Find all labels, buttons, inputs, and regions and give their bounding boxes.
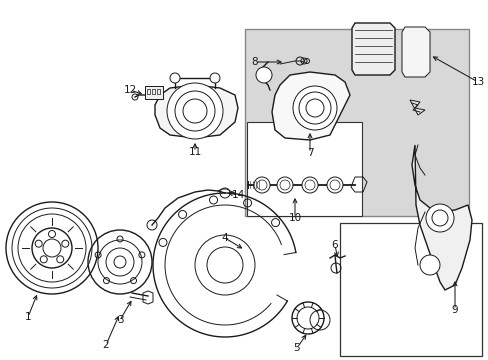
Text: 4: 4 [221,233,228,243]
Circle shape [302,177,317,193]
Bar [246,122,361,216]
Circle shape [276,177,292,193]
Text: 12: 12 [123,85,136,95]
Circle shape [425,204,453,232]
Text: 9: 9 [451,305,457,315]
Circle shape [253,177,269,193]
Bar [147,89,150,94]
Polygon shape [271,72,349,140]
Circle shape [292,86,336,130]
Text: 3: 3 [117,315,123,325]
Circle shape [256,67,271,83]
Text: 10: 10 [288,213,301,223]
Bar [152,89,155,94]
Text: 11: 11 [188,147,201,157]
Text: 2: 2 [102,340,109,350]
Polygon shape [155,85,238,138]
Polygon shape [411,145,471,290]
Circle shape [167,83,223,139]
Bar [339,223,481,356]
Text: 6: 6 [331,240,338,250]
Text: 7: 7 [306,148,313,158]
Text: 13: 13 [470,77,484,87]
Bar [244,29,468,216]
Bar [145,86,163,99]
Circle shape [209,73,220,83]
Circle shape [419,255,439,275]
Bar [157,89,160,94]
Text: 1: 1 [24,312,31,322]
Circle shape [170,73,180,83]
Polygon shape [409,100,424,115]
Polygon shape [351,23,394,75]
Polygon shape [401,27,429,77]
Text: 8: 8 [251,57,258,67]
Text: 14: 14 [231,190,244,200]
Circle shape [326,177,342,193]
Text: 5: 5 [293,343,300,353]
